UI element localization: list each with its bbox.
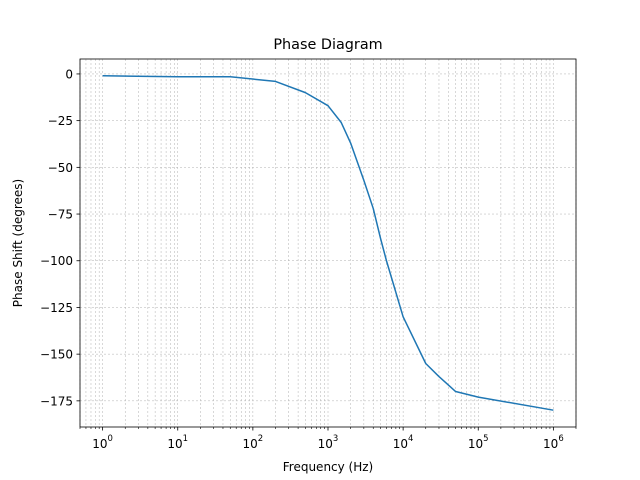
x-tick-label: 100: [92, 434, 113, 451]
x-tick-label: 106: [543, 434, 564, 451]
y-tick-label: −75: [48, 208, 73, 222]
chart-title: Phase Diagram: [273, 37, 382, 53]
y-tick-label: −25: [48, 114, 73, 128]
x-tick-label: 103: [318, 434, 339, 451]
y-tick-label: 0: [65, 67, 73, 81]
series-layer: [102, 75, 554, 411]
x-axis-ticks: 100 101 102 103 104 105 106: [79, 427, 577, 451]
phase-series-line: [102, 75, 554, 411]
y-axis-title: Phase Shift (degrees): [11, 179, 25, 307]
y-tick-label: −175: [40, 394, 73, 408]
y-axis-ticks: 0 −25 −50 −75 −100 −125 −150 −175: [40, 67, 80, 408]
x-tick-label: 105: [468, 434, 489, 451]
y-tick-label: −125: [40, 301, 73, 315]
y-tick-label: −100: [40, 254, 73, 268]
x-axis-title: Frequency (Hz): [283, 460, 374, 474]
x-tick-label: 101: [167, 434, 188, 451]
x-tick-label: 104: [393, 434, 414, 451]
y-tick-label: −150: [40, 348, 73, 362]
x-tick-label: 102: [243, 434, 264, 451]
major-gridlines: [80, 59, 576, 427]
y-tick-label: −50: [48, 161, 73, 175]
